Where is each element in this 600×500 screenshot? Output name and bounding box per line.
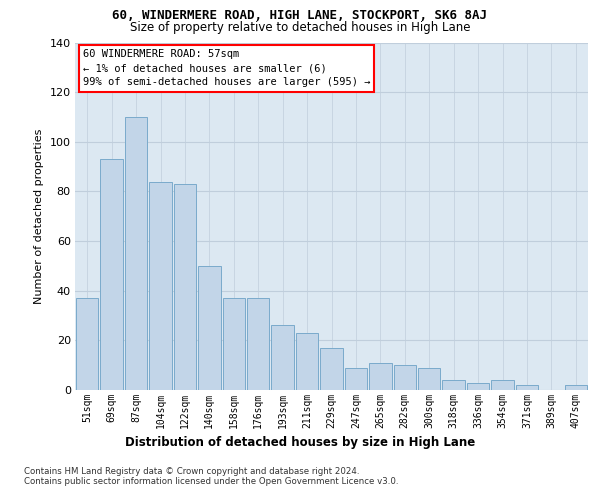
Bar — [271, 326, 294, 390]
Bar — [344, 368, 367, 390]
Bar — [320, 348, 343, 390]
Bar — [247, 298, 269, 390]
Text: Distribution of detached houses by size in High Lane: Distribution of detached houses by size … — [125, 436, 475, 449]
Bar — [467, 382, 490, 390]
Bar — [515, 385, 538, 390]
Bar — [394, 365, 416, 390]
Bar — [491, 380, 514, 390]
Bar — [442, 380, 465, 390]
Text: 60, WINDERMERE ROAD, HIGH LANE, STOCKPORT, SK6 8AJ: 60, WINDERMERE ROAD, HIGH LANE, STOCKPOR… — [113, 9, 487, 22]
Bar — [223, 298, 245, 390]
Bar — [76, 298, 98, 390]
Y-axis label: Number of detached properties: Number of detached properties — [34, 128, 44, 304]
Bar — [296, 333, 319, 390]
Text: Size of property relative to detached houses in High Lane: Size of property relative to detached ho… — [130, 21, 470, 34]
Bar — [369, 362, 392, 390]
Bar — [125, 117, 148, 390]
Text: 60 WINDERMERE ROAD: 57sqm
← 1% of detached houses are smaller (6)
99% of semi-de: 60 WINDERMERE ROAD: 57sqm ← 1% of detach… — [83, 50, 370, 88]
Bar — [149, 182, 172, 390]
Bar — [100, 159, 123, 390]
Bar — [173, 184, 196, 390]
Text: Contains public sector information licensed under the Open Government Licence v3: Contains public sector information licen… — [24, 478, 398, 486]
Bar — [565, 385, 587, 390]
Bar — [198, 266, 221, 390]
Text: Contains HM Land Registry data © Crown copyright and database right 2024.: Contains HM Land Registry data © Crown c… — [24, 466, 359, 475]
Bar — [418, 368, 440, 390]
